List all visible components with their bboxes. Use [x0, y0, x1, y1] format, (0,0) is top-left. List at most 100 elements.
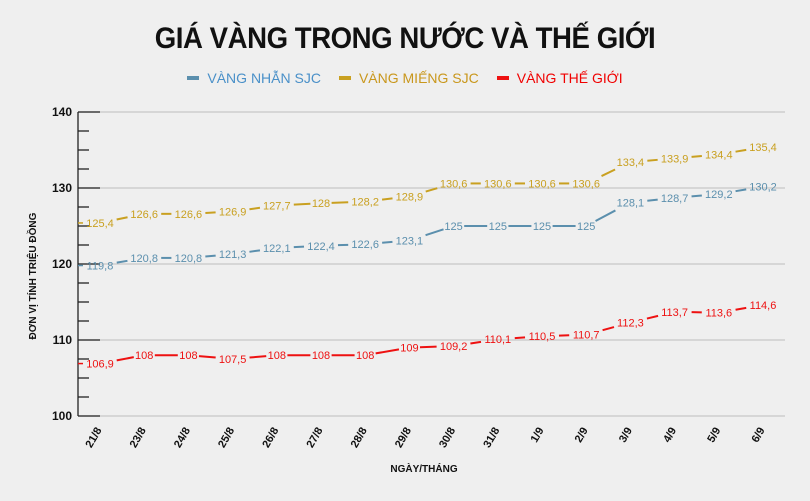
- gridlines: [78, 111, 785, 417]
- data-point-label: 122,1: [263, 243, 291, 255]
- data-point-label: 108: [356, 350, 374, 362]
- legend-swatch-icon: [496, 76, 509, 80]
- series-line-segment: [691, 194, 702, 198]
- series-line-segment: [647, 158, 658, 162]
- legend-swatch-icon: [187, 76, 200, 80]
- series-line-segment: [601, 168, 616, 177]
- data-point-label: 133,9: [661, 153, 689, 165]
- data-point-label: 107,5: [219, 354, 247, 366]
- data-point-label: 133,4: [617, 157, 645, 169]
- series-line-segment: [691, 155, 702, 158]
- data-point-label: 128,2: [351, 197, 379, 209]
- legend-item-vang-nhan-sjc: VÀNG NHẪN SJC: [187, 70, 321, 86]
- data-point-label: 129,2: [705, 189, 733, 201]
- data-point-label: 126,6: [175, 209, 203, 221]
- series-line-segment: [425, 228, 444, 237]
- x-tick-label: 24/8: [172, 426, 193, 451]
- data-point-label: 106,9: [86, 359, 114, 371]
- data-point-label: 122,6: [351, 239, 379, 251]
- data-point-label: 125: [533, 221, 551, 233]
- data-point-label: 120,8: [175, 253, 203, 265]
- x-tick-label: 23/8: [128, 426, 149, 451]
- data-point-label: 125: [489, 221, 507, 233]
- series-line-segment: [249, 355, 267, 359]
- series-0: 119,8 120,8 120,8 121,3 122,1 122,4 122,6 123,1…: [78, 181, 777, 273]
- data-series: 119,8 120,8 120,8 121,3 122,1 122,4 122,6 123,1…: [78, 142, 777, 371]
- data-point-label: 130,2: [749, 181, 777, 193]
- x-tick-label: 29/8: [393, 426, 414, 451]
- series-line-segment: [205, 254, 216, 258]
- data-point-label: 128,7: [661, 193, 689, 205]
- series-line-segment: [602, 326, 615, 332]
- data-point-label: 121,3: [219, 249, 247, 261]
- legend-swatch-icon: [338, 76, 351, 80]
- x-tick-label: 2/9: [573, 426, 591, 445]
- y-tick-label: 120: [52, 257, 72, 271]
- data-point-label: 126,9: [219, 207, 247, 219]
- data-point-label: 130,6: [528, 178, 556, 190]
- series-line-segment: [735, 148, 747, 153]
- data-point-label: 120,8: [130, 253, 158, 265]
- data-point-label: 110,1: [484, 334, 511, 346]
- series-line-segment: [735, 306, 747, 311]
- data-point-label: 108: [268, 350, 286, 362]
- legend-label: VÀNG NHẪN SJC: [207, 70, 321, 86]
- series-line-segment: [249, 206, 261, 211]
- data-point-label: 109,2: [440, 341, 468, 353]
- chart-legend: VÀNG NHẪN SJC VÀNG MIẾNG SJC VÀNG THẾ GI…: [0, 70, 810, 86]
- series-line-segment: [116, 259, 128, 264]
- legend-label: VÀNG MIẾNG SJC: [358, 70, 479, 86]
- y-tick-label: 130: [52, 181, 72, 195]
- data-point-label: 125,4: [86, 218, 114, 230]
- series-1: 125,4 126,6 126,6 126,9 127,7 128 128,2 128,9 13…: [78, 142, 777, 230]
- data-point-label: 108: [312, 350, 330, 362]
- series-line-segment: [375, 348, 400, 355]
- x-tick-label: 26/8: [260, 426, 281, 451]
- series-line-segment: [116, 356, 134, 362]
- data-point-label: 110,5: [529, 331, 556, 343]
- data-point-label: 112,3: [617, 318, 644, 330]
- series-line-segment: [647, 198, 658, 202]
- y-tick-label: 110: [53, 333, 73, 347]
- data-point-label: 134,4: [705, 150, 733, 162]
- series-line-segment: [382, 240, 393, 244]
- x-tick-label: 27/8: [304, 426, 325, 451]
- x-axis-title: NGÀY/THÁNG: [390, 462, 457, 475]
- series-line-segment: [595, 209, 616, 222]
- x-tick-label: 1/9: [529, 426, 547, 445]
- data-point-label: 125: [577, 221, 595, 233]
- series-line-segment: [470, 340, 482, 345]
- x-tick-label: 5/9: [705, 426, 723, 445]
- data-point-label: 128,9: [396, 191, 424, 203]
- data-point-label: 110,7: [573, 330, 600, 342]
- data-point-label: 135,4: [749, 142, 777, 154]
- x-tick-label: 31/8: [481, 426, 502, 451]
- series-line-segment: [293, 202, 311, 206]
- series-line-segment: [198, 355, 216, 359]
- y-axis: 100 110 120 130 140: [52, 105, 100, 423]
- series-line-segment: [735, 188, 747, 193]
- data-point-label: 114,6: [750, 300, 777, 312]
- data-point-label: 130,6: [484, 178, 512, 190]
- series-line-segment: [116, 216, 128, 221]
- series-2: 106,9 108 108 107,5 108 108 108 109 109,2 110,1 11…: [78, 300, 776, 371]
- data-point-label: 125: [444, 221, 462, 233]
- x-tick-label: 30/8: [437, 426, 458, 451]
- data-point-label: 130,6: [572, 178, 600, 190]
- x-tick-label: 3/9: [617, 426, 635, 445]
- data-point-label: 130,6: [440, 178, 468, 190]
- legend-item-vang-mieng-sjc: VÀNG MIẾNG SJC: [338, 70, 479, 86]
- series-line-segment: [381, 197, 393, 201]
- data-point-label: 122,4: [307, 241, 335, 253]
- data-point-label: 127,7: [263, 200, 291, 212]
- chart-title: GIÁ VÀNG TRONG NƯỚC VÀ THẾ GIỚI: [154, 22, 656, 55]
- data-point-label: 113,6: [705, 308, 732, 320]
- y-tick-label: 100: [52, 409, 72, 423]
- y-tick-label: 140: [52, 105, 72, 119]
- data-point-label: 128: [312, 198, 330, 210]
- data-point-label: 126,6: [130, 209, 158, 221]
- data-point-label: 123,1: [396, 235, 424, 247]
- x-axis: 21/8 23/8 24/8 25/8 26/8 27/8 28/8 29/8 30/8 31/8…: [83, 426, 767, 451]
- data-point-label: 109: [400, 343, 418, 355]
